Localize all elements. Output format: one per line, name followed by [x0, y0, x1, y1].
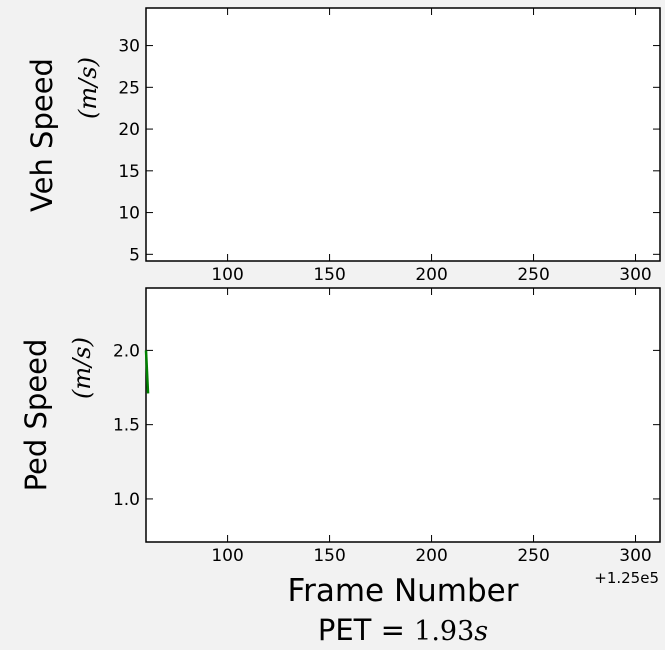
- top-y-axis-unit: (m/s): [74, 57, 102, 119]
- bottom-series-line-0: [144, 350, 150, 394]
- top-x-tick-label-0: 100: [211, 265, 243, 285]
- pet-value: 1.93: [414, 616, 474, 647]
- top-x-tick-label-2: 200: [415, 265, 447, 285]
- top-y-tick-label-5: 30: [118, 37, 140, 57]
- x-axis-offset: +1.25e5: [594, 569, 659, 587]
- bottom-y-tick-label-0: 1.0: [113, 490, 140, 510]
- bottom-x-tick-label-4: 300: [619, 546, 651, 566]
- top-y-axis-label: Veh Speed: [25, 58, 59, 212]
- bottom-x-tick-label-3: 250: [517, 546, 549, 566]
- top-x-tick-label-1: 150: [313, 265, 345, 285]
- top-panel: 5 10 15 20 25 30 100 150 200 250 300 Veh Speed (m…: [25, 7, 661, 285]
- top-y-ticks: 5 10 15 20 25 30: [118, 37, 660, 265]
- x-axis-title: Frame Number: [288, 573, 519, 609]
- pet-prefix: PET =: [318, 613, 414, 647]
- bottom-panel: 1.0 1.5 2.0 100 150 200 250 300 Ped Speed (m/s…: [19, 287, 661, 609]
- bottom-y-ticks: 1.0 1.5 2.0: [113, 341, 660, 510]
- top-y-tick-label-2: 15: [118, 162, 140, 182]
- pet-annotation: PET = 1.93s: [318, 613, 488, 647]
- bottom-x-tick-label-1: 150: [313, 546, 345, 566]
- pet-unit: s: [474, 616, 488, 647]
- bottom-y-axis-unit-label: (m/s): [68, 337, 96, 399]
- top-y-tick-label-3: 20: [118, 120, 140, 140]
- top-x-ticks: 100 150 200 250 300: [211, 8, 652, 285]
- top-x-tick-label-3: 250: [517, 265, 549, 285]
- bottom-x-ticks: 100 150 200 250 300: [211, 288, 652, 566]
- bottom-series: [144, 350, 150, 394]
- bottom-x-tick-label-0: 100: [211, 546, 243, 566]
- top-y-axis-title: Veh Speed: [25, 58, 59, 212]
- bottom-plot-area: [145, 287, 661, 543]
- top-y-tick-label-4: 25: [118, 78, 140, 98]
- top-y-axis-unit-label: (m/s): [74, 57, 102, 119]
- top-y-tick-label-1: 10: [118, 204, 140, 224]
- bottom-x-tick-label-2: 200: [415, 546, 447, 566]
- top-y-tick-label-0: 5: [129, 245, 140, 265]
- bottom-y-tick-label-2: 2.0: [113, 341, 140, 361]
- bottom-y-axis-title: Ped Speed: [19, 339, 53, 492]
- bottom-y-axis-label: Ped Speed: [19, 339, 53, 492]
- top-plot-area: [145, 7, 661, 262]
- bottom-y-tick-label-1: 1.5: [113, 416, 140, 436]
- bottom-y-axis-unit: (m/s): [68, 337, 96, 399]
- top-x-tick-label-4: 300: [619, 265, 651, 285]
